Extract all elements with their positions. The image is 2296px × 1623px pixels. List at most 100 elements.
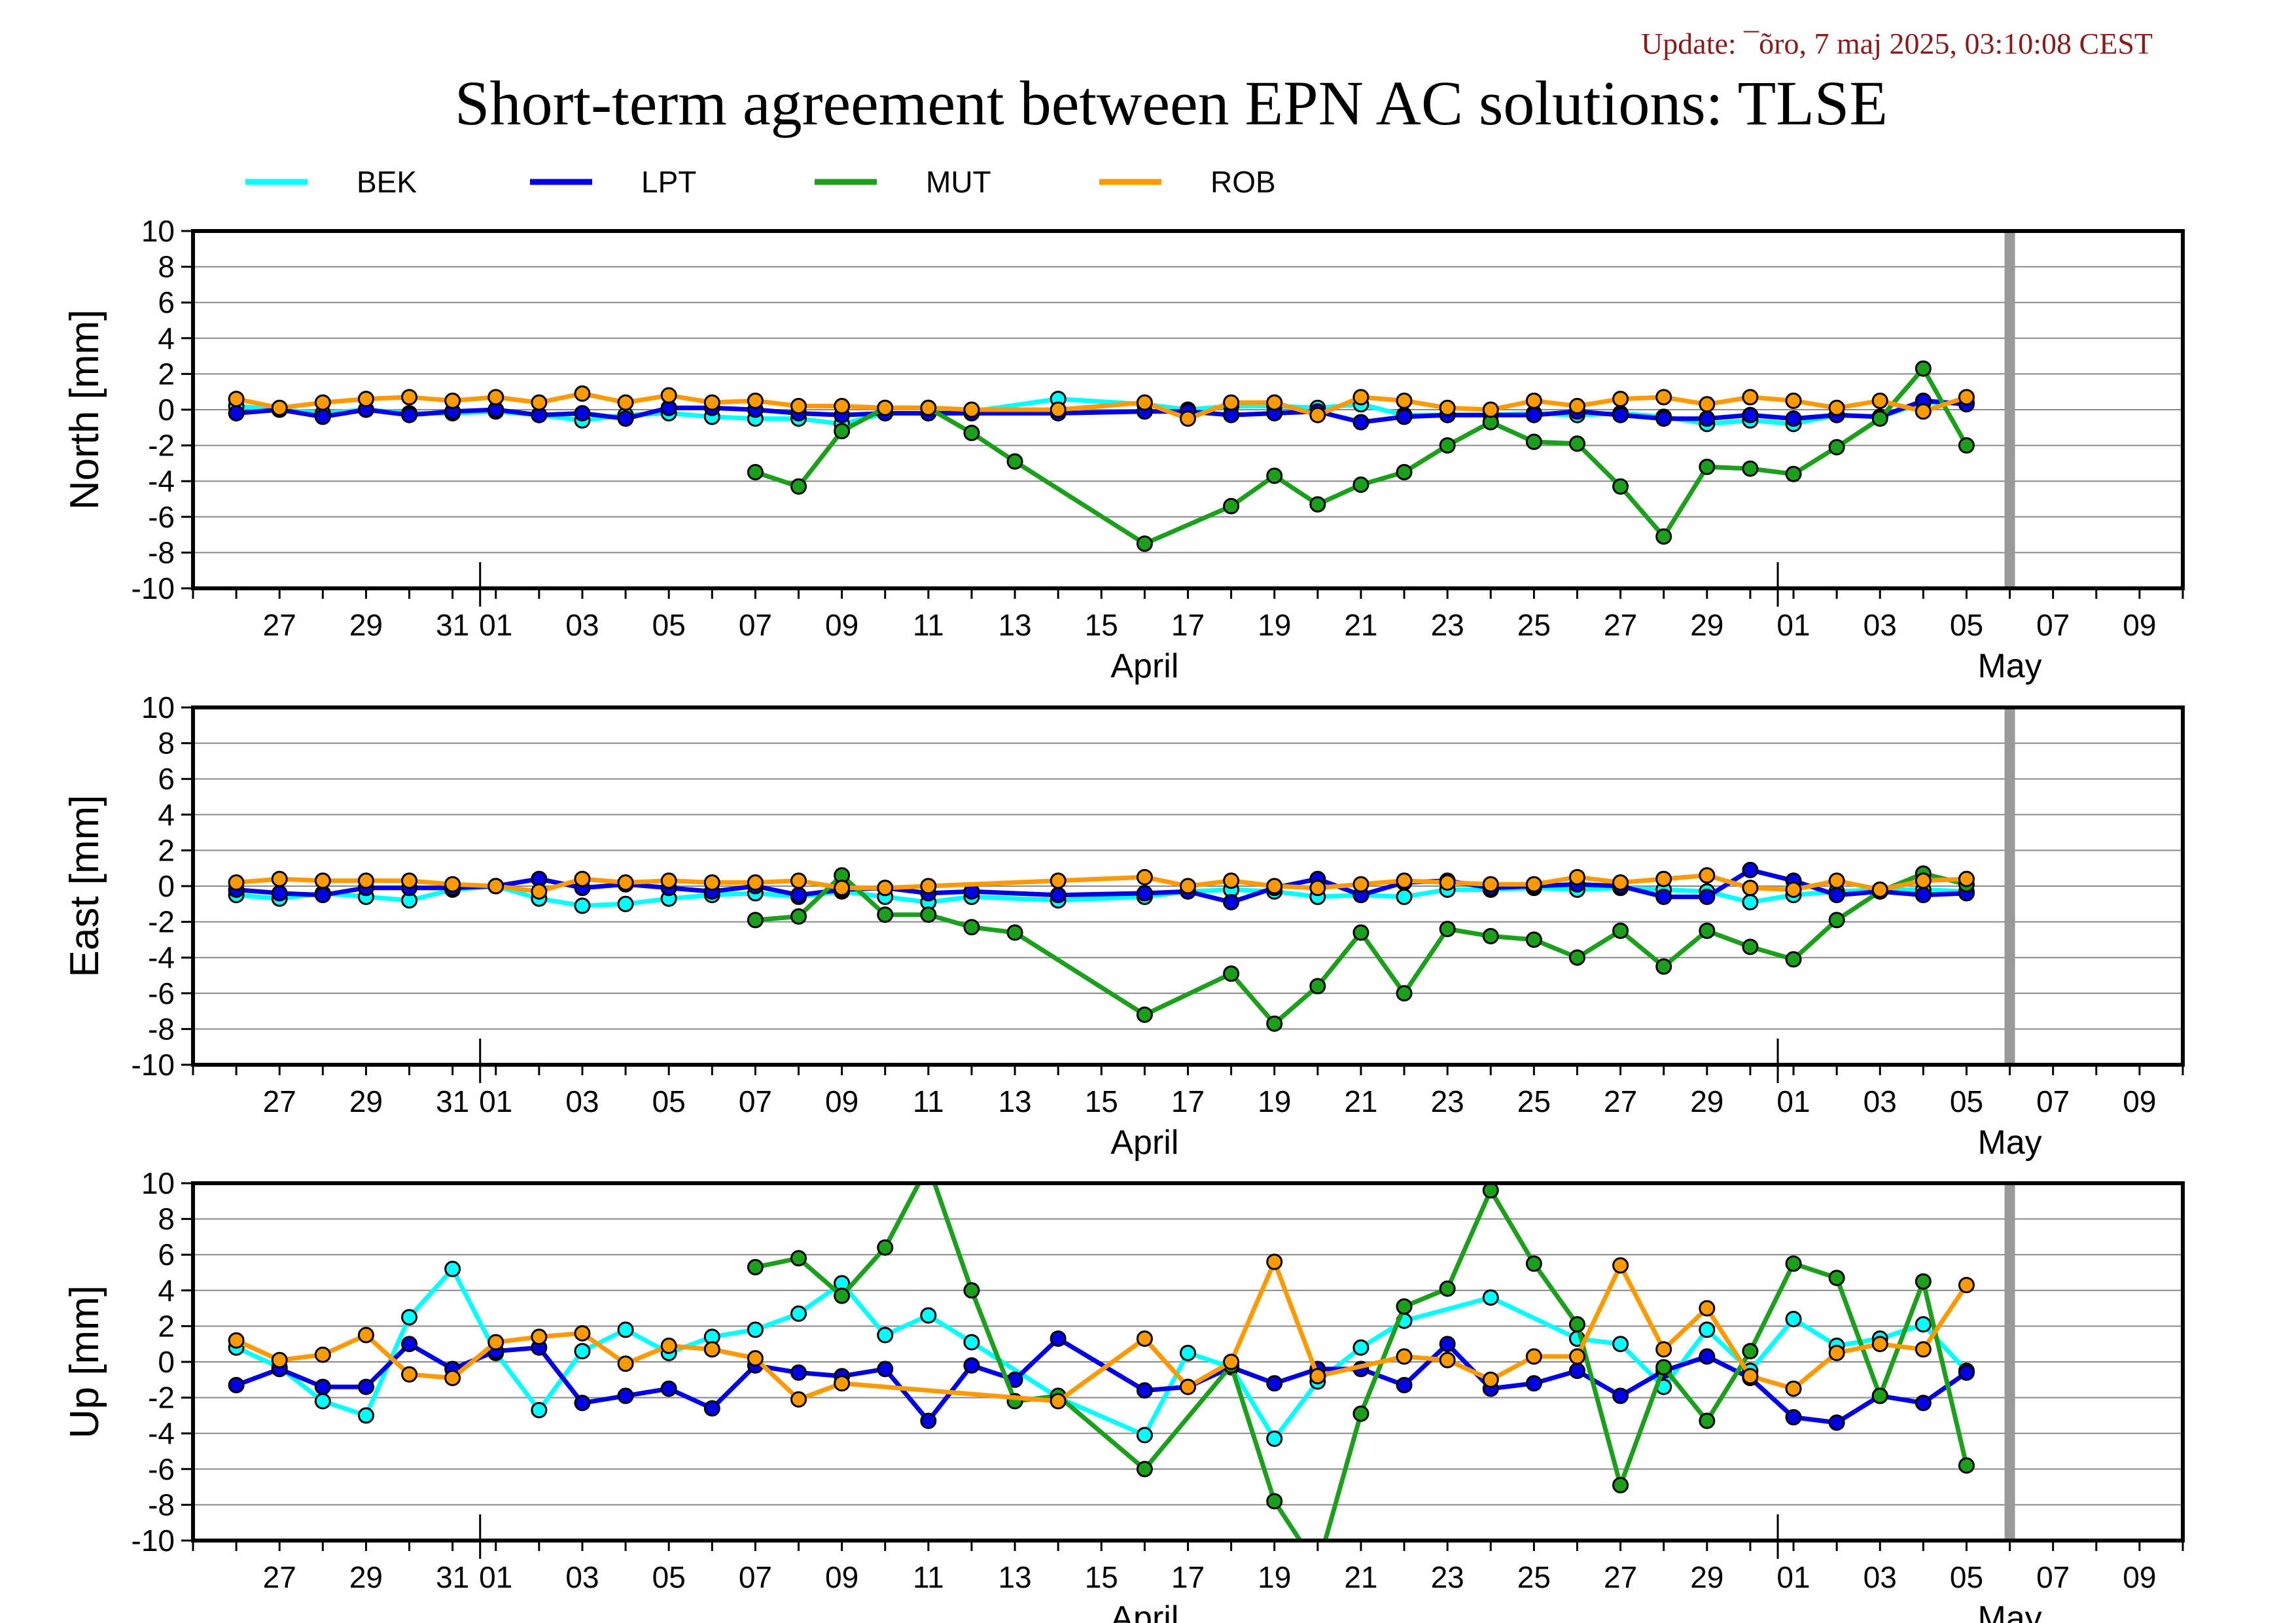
series-lpt <box>228 1330 1975 1431</box>
data-point <box>357 391 374 408</box>
data-point <box>617 1387 634 1404</box>
y-tick-label: 10 <box>141 214 175 248</box>
legend-entry-bek: BEK <box>245 165 417 199</box>
data-point <box>314 872 331 889</box>
data-point <box>703 874 720 891</box>
data-point <box>444 876 461 893</box>
data-point <box>790 908 807 925</box>
data-point <box>1396 1298 1413 1315</box>
y-tick-label: -8 <box>148 1012 175 1046</box>
data-point <box>271 885 288 902</box>
x-tick-label: 27 <box>263 1084 296 1118</box>
data-point <box>1136 1382 1153 1399</box>
y-tick-label: -10 <box>132 571 175 605</box>
x-tick-label: 05 <box>652 1084 686 1118</box>
data-point <box>1915 403 1932 420</box>
data-point <box>1136 1461 1153 1478</box>
y-tick-label: -4 <box>148 1416 175 1450</box>
data-point <box>660 872 677 889</box>
y-tick-label: 0 <box>158 869 175 903</box>
today-marker <box>2004 707 2015 1065</box>
data-point <box>1915 1273 1932 1290</box>
data-point <box>1958 1277 1975 1294</box>
data-point <box>1655 389 1672 406</box>
legend-entry-rob: ROB <box>1099 165 1276 199</box>
data-point <box>1785 881 1802 898</box>
data-point <box>1958 1457 1975 1474</box>
y-tick-label: -8 <box>148 535 175 569</box>
data-point <box>1525 876 1542 893</box>
data-point <box>1915 887 1932 904</box>
month-label: May <box>1977 1124 2041 1162</box>
data-point <box>1568 398 1585 415</box>
data-point <box>1136 885 1153 902</box>
data-point <box>1482 401 1499 418</box>
data-point <box>1309 496 1326 513</box>
x-tick-label: 31 <box>436 1560 469 1594</box>
data-point <box>834 880 851 897</box>
data-point <box>747 464 764 481</box>
legend-label: ROB <box>1210 165 1276 199</box>
month-label: May <box>1977 647 2041 685</box>
data-point <box>574 870 591 887</box>
x-tick-label: 03 <box>1863 1560 1897 1594</box>
data-point <box>1871 410 1888 427</box>
data-point <box>617 410 634 427</box>
data-point <box>1742 389 1759 406</box>
y-tick-label: 4 <box>158 321 175 355</box>
data-point <box>531 1329 548 1346</box>
data-point <box>1396 872 1413 889</box>
data-point <box>1612 922 1629 939</box>
series-mut <box>747 1183 1975 1541</box>
x-tick-label: 25 <box>1517 608 1551 642</box>
x-tick-label: 03 <box>565 1560 599 1594</box>
data-point <box>617 895 634 912</box>
x-tick-label: 01 <box>479 608 512 642</box>
data-point <box>790 1364 807 1381</box>
data-point <box>401 1336 418 1353</box>
data-point <box>1958 389 1975 406</box>
data-point <box>1266 1430 1283 1447</box>
data-point <box>1050 872 1067 889</box>
data-point <box>1612 1387 1629 1404</box>
data-point <box>1655 528 1672 545</box>
data-point <box>1439 1336 1456 1353</box>
data-point <box>401 1366 418 1383</box>
data-point <box>1828 872 1845 889</box>
data-point <box>1006 924 1023 941</box>
data-point <box>1871 881 1888 898</box>
y-tick-label: 10 <box>141 690 175 724</box>
x-tick-label: 23 <box>1431 1084 1464 1118</box>
data-point <box>1482 1183 1499 1199</box>
data-point <box>1742 894 1759 911</box>
x-tick-label: 21 <box>1344 1560 1377 1594</box>
x-tick-label: 07 <box>2036 1560 2070 1594</box>
data-point <box>1568 868 1585 885</box>
data-point <box>1742 406 1759 423</box>
data-point <box>1915 1395 1932 1412</box>
data-point <box>1266 467 1283 484</box>
x-tick-label: 01 <box>1776 1084 1810 1118</box>
x-tick-label: 13 <box>998 1560 1031 1594</box>
data-point <box>314 394 331 411</box>
x-tick-label: 13 <box>998 1084 1031 1118</box>
data-point <box>1699 1300 1716 1317</box>
x-tick-label: 01 <box>1776 1560 1810 1594</box>
x-tick-label: 23 <box>1431 608 1464 642</box>
x-tick-label: 09 <box>825 608 858 642</box>
x-tick-label: 27 <box>1604 1084 1637 1118</box>
data-point <box>574 897 591 914</box>
chart-title: Short-term agreement between EPN AC solu… <box>455 68 1888 138</box>
data-point <box>1050 1393 1067 1410</box>
data-point <box>1785 1380 1802 1397</box>
y-tick-label: 6 <box>158 1238 175 1272</box>
data-point <box>487 878 504 895</box>
data-point <box>1828 1270 1845 1287</box>
data-point <box>1785 1255 1802 1272</box>
y-tick-label: -2 <box>148 905 175 939</box>
data-point <box>1223 394 1240 411</box>
data-point <box>617 1321 634 1338</box>
data-point <box>1742 861 1759 878</box>
